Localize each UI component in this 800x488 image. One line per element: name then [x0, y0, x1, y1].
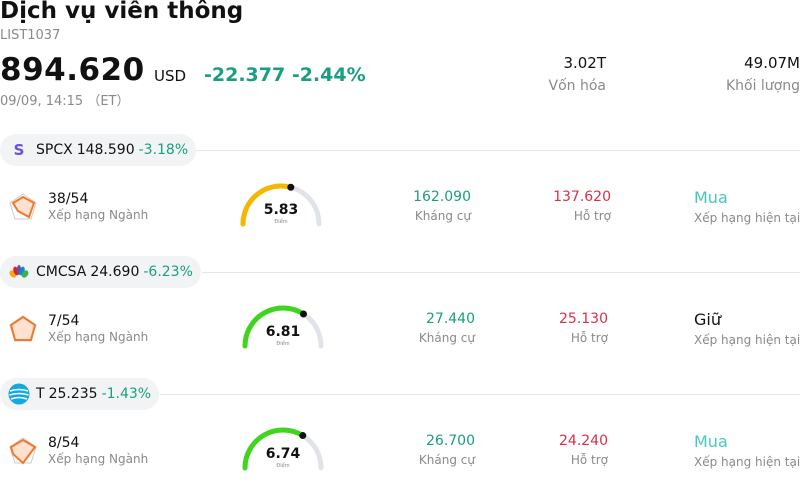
support-value: 137.620: [553, 189, 611, 205]
stock-change: -3.18%: [138, 142, 189, 158]
score-gauge-marker: [287, 183, 295, 191]
radar-chart-icon: [9, 315, 37, 342]
resistance-value: 162.090: [413, 189, 471, 205]
peacock-icon: [8, 261, 30, 283]
resistance-label: Kháng cự: [414, 209, 471, 223]
resistance-value: 27.440: [426, 311, 475, 327]
stock-price: 25.235: [48, 386, 98, 402]
divider: [160, 394, 800, 395]
page-title: Dịch vụ viễn thông: [0, 0, 244, 24]
stock-pill-cmcsa[interactable]: CMCSA 24.690 -6.23%: [0, 256, 201, 288]
stock-change: -1.43%: [101, 386, 152, 402]
support-value: 24.240: [559, 433, 608, 449]
stock-pill-spcx[interactable]: S SPCX 148.590 -3.18%: [0, 134, 197, 166]
rating-label: Xếp hạng hiện tại: [694, 211, 800, 225]
support-value: 25.130: [559, 311, 608, 327]
market-cap-label: Vốn hóa: [548, 78, 606, 94]
support-label: Hỗ trợ: [570, 453, 608, 467]
stock-symbol: SPCX: [36, 142, 73, 158]
stock-price: 24.690: [90, 264, 140, 280]
index-code: LIST1037: [0, 28, 61, 43]
timestamp: 09/09, 14:15 （ET）: [0, 94, 130, 109]
rating-value: Mua: [694, 188, 728, 207]
stock-pill-t[interactable]: T 25.235 -1.43%: [0, 378, 160, 410]
industry-rank-label: Xếp hạng Ngành: [48, 330, 149, 344]
score-gauge: 5.83 Điểm: [240, 183, 322, 227]
score-gauge-marker: [299, 310, 307, 318]
volume-label: Khối lượng: [725, 78, 800, 94]
divider: [196, 150, 800, 151]
rating-value: Giữ: [694, 310, 721, 329]
resistance-label: Kháng cự: [418, 453, 475, 467]
score-gauge: 6.74 Điểm: [242, 427, 324, 471]
divider: [202, 272, 800, 273]
att-globe-icon: [8, 383, 30, 405]
industry-rank-value: 38/54: [48, 191, 89, 207]
rating-value: Mua: [694, 432, 728, 451]
support-label: Hỗ trợ: [570, 331, 608, 345]
rating-label: Xếp hạng hiện tại: [694, 455, 800, 469]
score-caption: Điểm: [276, 340, 289, 347]
stock-change: -6.23%: [143, 264, 193, 280]
stock-symbol: CMCSA: [36, 264, 87, 280]
support-label: Hỗ trợ: [573, 209, 611, 223]
index-price: 894.620: [0, 52, 145, 88]
volume-value: 49.07M: [744, 54, 800, 72]
s-letter-icon: S: [13, 141, 25, 159]
market-cap-value: 3.02T: [563, 54, 606, 72]
score-value: 6.74: [266, 446, 301, 462]
radar-chart-icon: [9, 193, 37, 220]
industry-rank-label: Xếp hạng Ngành: [48, 208, 149, 222]
score-value: 5.83: [264, 202, 299, 218]
stock-symbol: T: [36, 386, 45, 402]
stock-price: 148.590: [76, 142, 135, 158]
score-caption: Điểm: [274, 218, 287, 225]
score-gauge: 6.81 Điểm: [242, 305, 324, 349]
industry-rank-value: 7/54: [48, 313, 80, 329]
radar-chart-icon: [9, 437, 37, 465]
currency-label: USD: [154, 67, 187, 85]
resistance-label: Kháng cự: [418, 331, 475, 345]
score-gauge-marker: [299, 432, 307, 440]
score-value: 6.81: [266, 324, 301, 340]
score-caption: Điểm: [276, 462, 289, 469]
industry-rank-label: Xếp hạng Ngành: [48, 452, 149, 466]
price-change: -22.377 -2.44%: [204, 64, 366, 86]
resistance-value: 26.700: [426, 433, 475, 449]
rating-label: Xếp hạng hiện tại: [694, 333, 800, 347]
industry-rank-value: 8/54: [48, 435, 80, 451]
